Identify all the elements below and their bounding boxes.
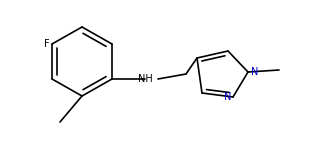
Text: NH: NH bbox=[138, 74, 152, 84]
Text: F: F bbox=[44, 39, 50, 49]
Text: N: N bbox=[251, 67, 258, 77]
Text: N: N bbox=[224, 92, 231, 102]
